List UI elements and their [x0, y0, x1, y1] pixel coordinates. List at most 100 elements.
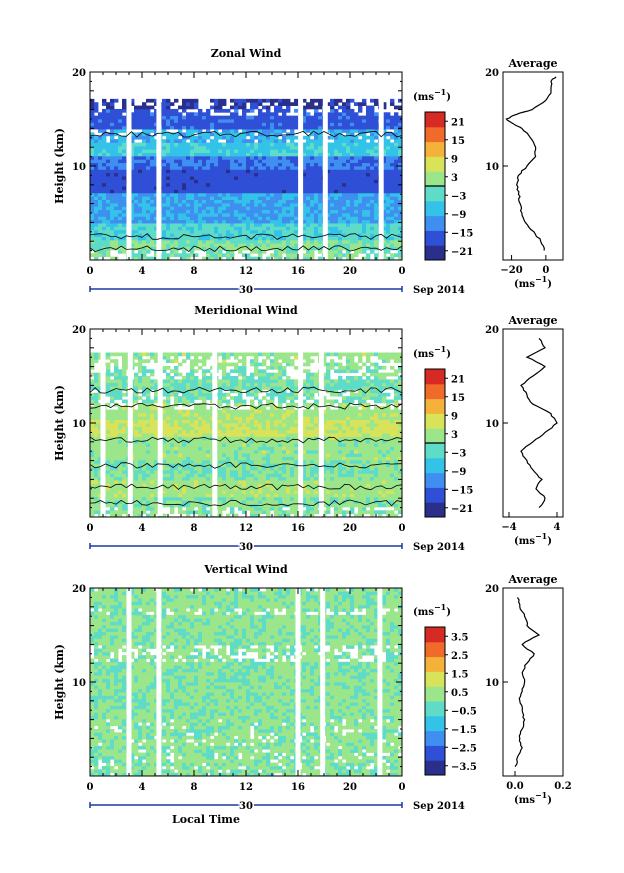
- heatmap-cell: [242, 122, 247, 127]
- heatmap-cell: [202, 239, 207, 244]
- heatmap-cell: [122, 115, 127, 120]
- heatmap-cell: [242, 179, 247, 184]
- heatmap-cell: [106, 486, 111, 491]
- heatmap-cell: [314, 176, 319, 180]
- heatmap-cell: [242, 166, 247, 170]
- heatmap-cell: [170, 149, 175, 153]
- heatmap-cell: [266, 189, 271, 194]
- heatmap-cell: [338, 196, 343, 200]
- heatmap-cell: [106, 459, 111, 464]
- heatmap-cell: [106, 206, 111, 211]
- heatmap-cell: [198, 199, 203, 204]
- heatmap-cell: [138, 463, 143, 468]
- heatmap-cell: [90, 386, 95, 390]
- heatmap-cell: [318, 239, 323, 244]
- heatmap-cell: [266, 206, 271, 211]
- heatmap-cell: [354, 176, 359, 180]
- heatmap-cell: [166, 202, 171, 207]
- heatmap-cell: [366, 179, 371, 184]
- heatmap-cell: [274, 152, 279, 157]
- heatmap-cell: [310, 233, 315, 237]
- heatmap-cell: [330, 125, 335, 130]
- heatmap-cell: [182, 392, 187, 397]
- heatmap-cell: [114, 402, 119, 407]
- heatmap-cell: [246, 115, 251, 120]
- heatmap-cell: [110, 493, 115, 498]
- heatmap-cell: [294, 206, 299, 211]
- heatmap-cell: [206, 115, 211, 120]
- heatmap-cell: [174, 443, 179, 447]
- heatmap-cell: [358, 155, 363, 160]
- heatmap-cell: [150, 463, 155, 468]
- heatmap-cell: [302, 243, 307, 247]
- heatmap-cell: [238, 233, 243, 237]
- heatmap-cell: [310, 142, 315, 147]
- heatmap-cell: [326, 189, 331, 194]
- heatmap-cell: [178, 122, 183, 127]
- heatmap-cell: [166, 449, 171, 454]
- heatmap-cell: [202, 166, 207, 170]
- heatmap-cell: [106, 369, 111, 374]
- heatmap-cell: [194, 186, 199, 190]
- heatmap-cell: [98, 426, 103, 431]
- heatmap-cell: [106, 352, 111, 357]
- heatmap-cell: [338, 169, 343, 174]
- heatmap-cell: [342, 149, 347, 153]
- heatmap-cell: [262, 196, 267, 200]
- heatmap-cell: [262, 169, 267, 174]
- heatmap-cell: [394, 199, 399, 204]
- heatmap-cell: [214, 129, 219, 133]
- heatmap-cell: [266, 108, 271, 113]
- heatmap-cell: [246, 206, 251, 211]
- heatmap-cell: [130, 192, 135, 197]
- heatmap-cell: [154, 176, 159, 180]
- heatmap-cell: [162, 473, 167, 478]
- heatmap-cell: [362, 189, 367, 194]
- heatmap-cell: [222, 166, 227, 170]
- heatmap-cell: [394, 132, 399, 137]
- heatmap-cell: [286, 176, 291, 180]
- heatmap-cell: [182, 166, 187, 170]
- heatmap-cell: [106, 159, 111, 164]
- heatmap-cell: [366, 186, 371, 190]
- heatmap-cell: [190, 105, 195, 110]
- heatmap-cell: [102, 132, 107, 137]
- heatmap-cell: [106, 246, 111, 251]
- heatmap-cell: [210, 122, 215, 127]
- heatmap-cell: [326, 172, 331, 177]
- heatmap-cell: [218, 179, 223, 184]
- heatmap-cell: [170, 510, 175, 515]
- heatmap-cell: [194, 402, 199, 407]
- heatmap-cell: [246, 98, 251, 103]
- heatmap-cell: [346, 119, 351, 123]
- heatmap-cell: [290, 145, 295, 150]
- heatmap-cell: [242, 199, 247, 204]
- heatmap-cell: [90, 456, 95, 461]
- heatmap-cell: [278, 202, 283, 207]
- heatmap-cell: [354, 125, 359, 130]
- heatmap-cell: [338, 186, 343, 190]
- heatmap-cell: [198, 162, 203, 167]
- heatmap-cell: [142, 500, 147, 504]
- heatmap-cell: [354, 239, 359, 244]
- heatmap-cell: [190, 503, 195, 508]
- heatmap-cell: [334, 115, 339, 120]
- heatmap-cell: [374, 129, 379, 133]
- heatmap-cell: [218, 98, 223, 103]
- heatmap-cell: [386, 152, 391, 157]
- heatmap-cell: [354, 233, 359, 237]
- heatmap-cell: [394, 226, 399, 231]
- heatmap-cell: [246, 236, 251, 241]
- heatmap-cell: [182, 500, 187, 504]
- heatmap-cell: [318, 145, 323, 150]
- heatmap-cell: [202, 159, 207, 164]
- heatmap-cell: [122, 490, 127, 494]
- heatmap-cell: [206, 376, 211, 380]
- heatmap-cell: [382, 115, 387, 120]
- heatmap-cell: [226, 145, 231, 150]
- heatmap-cell: [330, 219, 335, 224]
- heatmap-cell: [234, 132, 239, 137]
- heatmap-cell: [110, 213, 115, 217]
- heatmap-cell: [114, 226, 119, 231]
- heatmap-cell: [202, 182, 207, 187]
